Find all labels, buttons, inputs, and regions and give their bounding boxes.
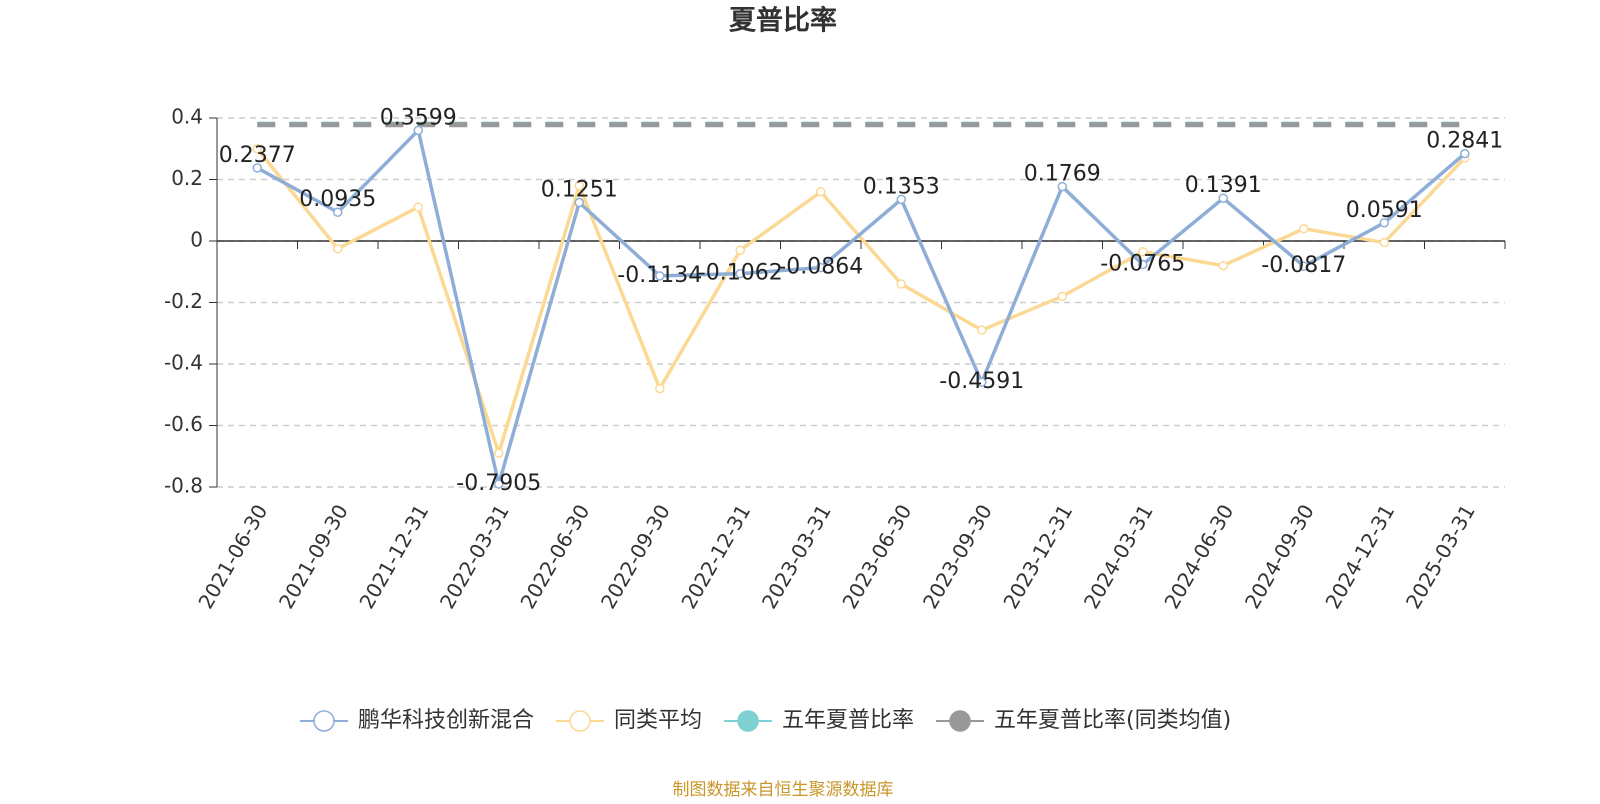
- data-point: [252, 144, 262, 154]
- data-point: [1460, 148, 1470, 159]
- x-tick-label: 2021-12-31: [354, 500, 433, 613]
- data-label: 0.2841: [1426, 129, 1503, 154]
- data-label: 0.0935: [299, 187, 376, 212]
- data-point: [574, 197, 584, 208]
- data-point: [655, 383, 665, 394]
- y-tick-label: -0.4: [164, 351, 203, 375]
- data-point: [1057, 291, 1067, 302]
- data-point: [816, 187, 826, 197]
- data-label: -0.1062: [698, 261, 783, 286]
- legend-label: 同类平均: [614, 708, 702, 733]
- data-point: [1299, 223, 1309, 234]
- data-point: [896, 279, 906, 289]
- x-tick-label: 2023-06-30: [837, 500, 916, 613]
- data-label: -0.0864: [778, 255, 863, 280]
- data-point: [413, 202, 423, 212]
- legend-label: 五年夏普比率(同类均值): [994, 708, 1231, 733]
- legend-label: 五年夏普比率: [782, 708, 914, 733]
- x-tick-label: 2024-06-30: [1159, 500, 1238, 613]
- data-point: [494, 479, 504, 489]
- data-label: -0.0817: [1261, 253, 1346, 278]
- data-point: [735, 268, 745, 279]
- y-tick-label: 0: [190, 228, 203, 252]
- y-tick-label: -0.2: [164, 289, 203, 313]
- legend-marker: [949, 710, 971, 732]
- legend-marker: [569, 710, 591, 732]
- legend-marker: [737, 710, 759, 732]
- data-label: -0.4591: [939, 369, 1024, 394]
- data-label: 0.1251: [541, 178, 618, 203]
- legend-marker: [313, 710, 335, 732]
- y-tick-label: -0.6: [164, 412, 203, 436]
- data-point: [1138, 259, 1148, 270]
- x-tick-label: 2022-06-30: [515, 500, 594, 613]
- x-tick-label: 2022-09-30: [596, 500, 675, 613]
- data-label: 0.2377: [219, 143, 296, 168]
- data-point: [494, 448, 504, 458]
- data-point: [977, 325, 987, 335]
- data-point: [333, 207, 343, 217]
- y-tick-label: 0.2: [171, 166, 203, 190]
- data-point: [977, 377, 987, 387]
- y-tick-label: -0.8: [164, 474, 203, 498]
- x-tick-label: 2025-03-31: [1401, 500, 1480, 613]
- data-label: 0.0591: [1346, 198, 1423, 223]
- x-tick-label: 2023-03-31: [757, 500, 836, 613]
- data-point: [252, 163, 262, 173]
- data-point: [413, 125, 423, 136]
- data-point: [655, 271, 665, 281]
- data-label: -0.0765: [1100, 252, 1185, 277]
- data-point: [735, 245, 745, 255]
- y-tick-label: 0.4: [171, 105, 203, 129]
- data-label: 0.1391: [1185, 173, 1262, 198]
- x-tick-label: 2022-03-31: [435, 500, 514, 613]
- x-tick-label: 2023-09-30: [918, 500, 997, 613]
- data-point: [1379, 237, 1389, 248]
- data-point: [896, 194, 906, 205]
- data-point: [1138, 247, 1148, 257]
- x-tick-label: 2024-09-30: [1240, 500, 1319, 613]
- data-point: [574, 180, 584, 191]
- x-tick-label: 2022-12-31: [676, 500, 755, 613]
- data-point: [1057, 181, 1067, 192]
- data-label: 0.1769: [1024, 162, 1101, 187]
- legend: 鹏华科技创新混合 同类平均 五年夏普比率 五年夏普比率(同类均值): [300, 708, 1231, 733]
- data-label: 0.1353: [863, 174, 940, 199]
- x-tick-label: 2024-12-31: [1320, 500, 1399, 613]
- data-label: 0.3599: [380, 105, 457, 130]
- data-point: [1218, 260, 1228, 271]
- chart-title: 夏普比率: [729, 5, 837, 37]
- data-point: [333, 243, 343, 254]
- source-note: 制图数据来自恒生聚源数据库: [673, 780, 894, 800]
- x-tick-label: 2021-09-30: [274, 500, 353, 613]
- data-label: -0.1134: [617, 263, 702, 288]
- data-point: [816, 262, 826, 273]
- data-point: [1299, 261, 1309, 271]
- data-point: [1218, 193, 1228, 203]
- x-tick-label: 2023-12-31: [998, 500, 1077, 613]
- x-tick-label: 2024-03-31: [1079, 500, 1158, 613]
- x-tick-label: 2021-06-30: [193, 500, 272, 613]
- legend-label: 鹏华科技创新混合: [358, 708, 534, 733]
- series-line: [255, 147, 1467, 460]
- series-line: [256, 126, 1466, 485]
- data-label: -0.7905: [456, 471, 541, 496]
- data-point: [1379, 218, 1389, 228]
